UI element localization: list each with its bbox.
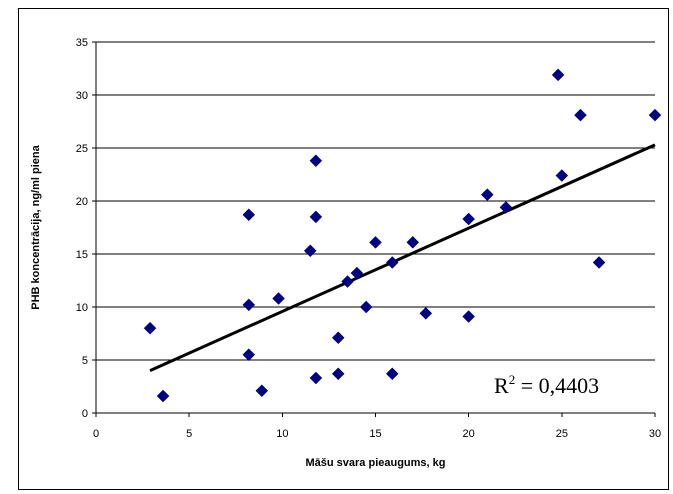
data-point (309, 371, 323, 385)
gridlines (96, 41, 655, 361)
y-tick-label: 0 (82, 408, 88, 420)
data-point (574, 108, 587, 122)
data-point (359, 300, 373, 314)
y-tick-label: 25 (76, 143, 88, 155)
data-point (385, 367, 399, 381)
x-tick-label: 20 (463, 428, 475, 440)
data-point (156, 389, 170, 403)
data-point (555, 169, 569, 182)
data-point (242, 298, 256, 312)
y-tick-label: 20 (76, 196, 88, 208)
y-tick-labels: 0 5 10 15 20 25 30 35 (76, 37, 88, 420)
data-point (331, 331, 345, 345)
data-point (255, 384, 269, 398)
data-point (369, 235, 382, 249)
data-point (592, 256, 606, 269)
r-squared-annotation: R2 = 0,4403 (494, 372, 599, 398)
data-points (143, 68, 662, 403)
data-point (303, 244, 317, 258)
data-point (648, 108, 662, 122)
r2-label: R (494, 373, 509, 398)
x-tick-label: 10 (276, 428, 288, 440)
trendline (149, 143, 656, 372)
data-point (499, 201, 513, 214)
y-tick-label: 5 (82, 355, 88, 367)
y-tick-label: 30 (76, 90, 88, 102)
y-tick-label: 15 (76, 249, 88, 261)
data-point (350, 266, 364, 280)
y-axis-title: PHB koncentrācija, ng/ml piena (30, 144, 42, 309)
data-point (242, 348, 256, 362)
y-tick-label: 35 (76, 37, 88, 49)
data-point (480, 188, 494, 201)
data-point (272, 292, 285, 305)
data-point (385, 256, 399, 269)
scatter-chart: 0 5 10 15 20 25 30 35 0 5 10 15 20 25 30 PHB koncentr… (30, 37, 662, 469)
data-point (331, 367, 345, 381)
data-point (419, 307, 433, 320)
data-point (309, 210, 323, 224)
r2-value: = 0,4403 (515, 373, 599, 398)
data-point (143, 321, 157, 335)
data-point (341, 275, 354, 288)
data-point (462, 212, 476, 226)
r2-exponent: 2 (509, 372, 516, 387)
x-tick-label: 15 (369, 428, 381, 440)
data-point (551, 68, 565, 82)
data-point (242, 208, 256, 222)
data-point (462, 310, 476, 323)
x-axis-title: Māšu svara pieaugums, kg (306, 457, 446, 469)
axes (92, 41, 656, 417)
y-tick-label: 10 (76, 302, 88, 314)
x-tick-labels: 0 5 10 15 20 25 30 (93, 428, 661, 440)
x-tick-label: 25 (556, 428, 568, 440)
data-point (406, 235, 420, 249)
chart-frame: 0 5 10 15 20 25 30 35 0 5 10 15 20 25 30 PHB koncentr… (18, 8, 669, 490)
x-tick-label: 0 (93, 428, 99, 440)
x-tick-label: 30 (649, 428, 661, 440)
data-point (309, 154, 323, 168)
x-tick-label: 5 (186, 428, 192, 440)
